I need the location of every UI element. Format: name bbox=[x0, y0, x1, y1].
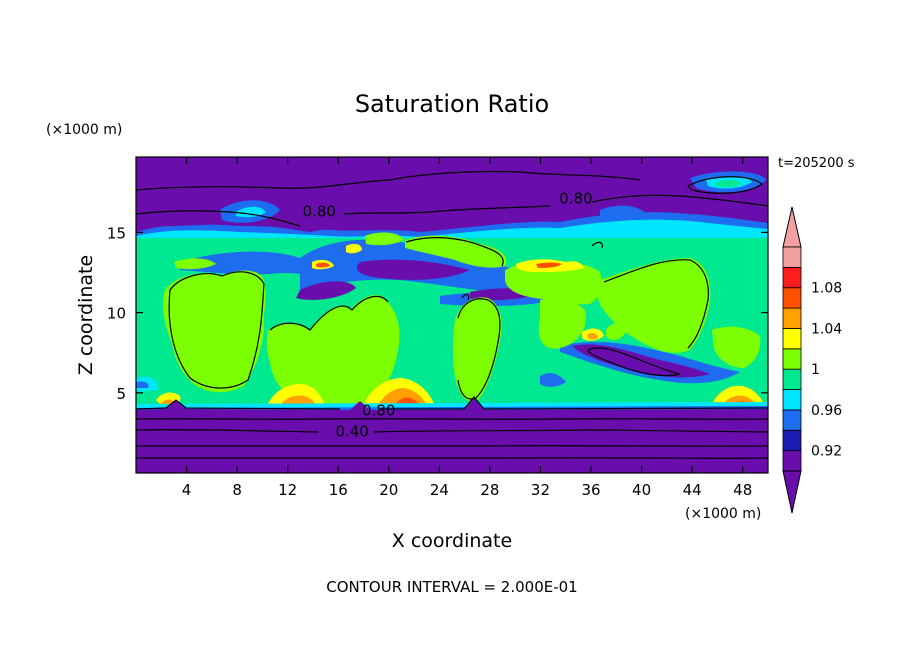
y-tick-label: 10 bbox=[107, 305, 126, 323]
x-unit-label: (×1000 m) bbox=[685, 506, 761, 522]
colorbar-label: 0.92 bbox=[811, 444, 842, 460]
y-tick-label: 5 bbox=[116, 385, 126, 403]
x-tick-label: 16 bbox=[329, 481, 348, 499]
boundary-layer-interface bbox=[136, 398, 768, 473]
x-tick-label: 36 bbox=[581, 481, 600, 499]
contour-lines bbox=[136, 170, 768, 459]
supersaturated-streaks bbox=[312, 243, 604, 341]
x-tick-label: 28 bbox=[480, 481, 499, 499]
colorbar-bin bbox=[782, 246, 802, 268]
contour-label: 0.40 bbox=[335, 422, 368, 440]
colorbar-label: 1 bbox=[811, 362, 820, 378]
chart-title: Saturation Ratio bbox=[355, 90, 549, 118]
colorbar-label: 1.08 bbox=[811, 281, 842, 297]
x-tick-label: 32 bbox=[531, 481, 550, 499]
colorbar-bin bbox=[782, 307, 802, 329]
y-unit-label: (×1000 m) bbox=[46, 122, 122, 138]
colorbar: 0.92 0.96 1 1.04 1.08 bbox=[782, 206, 842, 514]
x-tick-label: 4 bbox=[182, 481, 192, 499]
colorbar-bin bbox=[782, 429, 802, 452]
colorbar-extend-max bbox=[782, 206, 802, 248]
colorbar-label: 0.96 bbox=[811, 403, 842, 419]
contour-label: 0.80 bbox=[362, 401, 395, 419]
colorbar-bin bbox=[782, 450, 802, 472]
colorbar-bin bbox=[782, 328, 802, 350]
y-axis-label: Z coordinate bbox=[75, 255, 97, 375]
x-tick-label: 44 bbox=[683, 481, 702, 499]
contour-field bbox=[136, 157, 768, 473]
plot-frame bbox=[135, 156, 769, 474]
colorbar-bin bbox=[782, 368, 802, 390]
x-tick-label: 20 bbox=[379, 481, 398, 499]
colorbar-bin bbox=[782, 287, 802, 309]
contour-label: 0.80 bbox=[303, 203, 336, 221]
x-tick-label: 24 bbox=[430, 481, 449, 499]
x-tick-label: 48 bbox=[733, 481, 752, 499]
contour-labels: 0.80 0.80 0.80 0.40 bbox=[303, 190, 593, 441]
colorbar-bin bbox=[782, 266, 802, 289]
x-tick-label: 8 bbox=[232, 481, 242, 499]
colorbar-extend-min bbox=[782, 470, 802, 514]
colorbar-bin bbox=[782, 348, 802, 370]
x-tick-label: 12 bbox=[278, 481, 297, 499]
x-tick-label: 40 bbox=[632, 481, 651, 499]
contour-interval-footer: CONTOUR INTERVAL = 2.000E-01 bbox=[326, 578, 577, 596]
colorbar-bin bbox=[782, 389, 802, 411]
x-axis-label: X coordinate bbox=[392, 530, 512, 552]
y-tick-label: 15 bbox=[107, 224, 126, 242]
colorbar-bin bbox=[782, 409, 802, 431]
contour-label: 0.80 bbox=[559, 190, 592, 208]
upper-dry-layer bbox=[136, 157, 768, 232]
colorbar-label: 1.04 bbox=[811, 321, 842, 337]
time-label: t=205200 s bbox=[778, 156, 855, 171]
